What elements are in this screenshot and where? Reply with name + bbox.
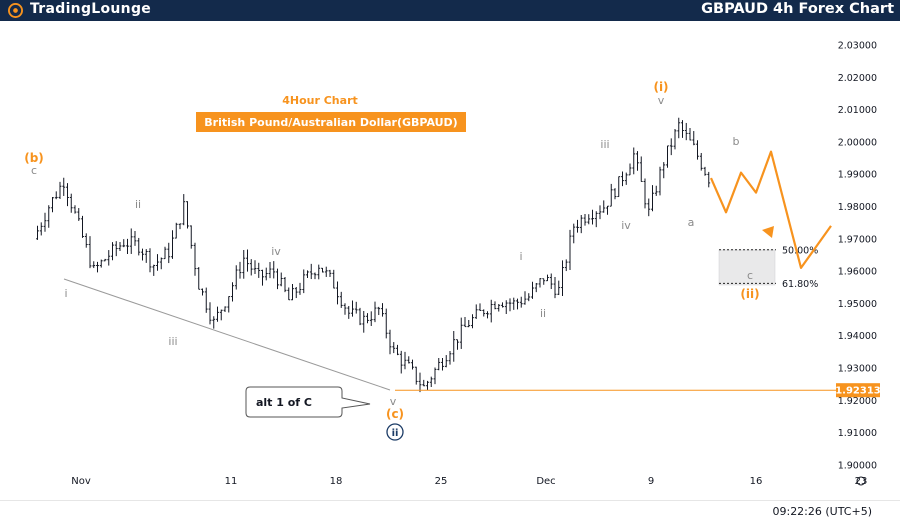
x-axis: Nov 11 18 25 Dec 9 16 23: [71, 476, 867, 487]
wave-label: ii: [135, 198, 141, 211]
callout-box: alt 1 of C: [245, 386, 371, 418]
y-tick-label: 1.96000: [838, 267, 877, 278]
projection-arrow-head: [762, 226, 774, 238]
x-tick-label: 9: [648, 476, 654, 487]
wave-label: iv: [621, 219, 631, 232]
trend-line: [63, 278, 391, 391]
clock-readout: 09:22:26 (UTC+5): [772, 505, 872, 518]
tradinglounge-logo-icon: [8, 3, 23, 18]
x-tick-label: 16: [750, 476, 763, 487]
price-line-label: 1.92313: [835, 386, 881, 397]
y-tick-label: 1.91000: [838, 428, 877, 439]
chart-ticker-title: GBPAUD 4h Forex Chart: [701, 1, 894, 17]
chart-title: 4Hour Chart: [282, 94, 358, 107]
wave-label: (c): [386, 407, 404, 421]
brand-name: TradingLounge: [30, 1, 152, 17]
x-tick-label: 18: [330, 476, 343, 487]
wave-label: c: [747, 269, 753, 282]
bottom-bar: 09:22:26 (UTC+5): [0, 500, 900, 523]
y-tick-label: 2.01000: [838, 105, 877, 116]
header-bar: TradingLounge GBPAUD 4h Forex Chart: [0, 0, 900, 21]
y-tick-label: 2.00000: [838, 137, 877, 148]
callout-text: alt 1 of C: [256, 396, 312, 409]
x-tick-label: Nov: [71, 476, 91, 487]
y-tick-label: 1.98000: [838, 202, 877, 213]
wave-label: v: [390, 395, 397, 408]
wave-label: c: [31, 164, 37, 177]
wave-label: iii: [600, 138, 609, 151]
chart-subtitle-bg: [196, 112, 466, 132]
x-tick-label: Dec: [536, 476, 555, 487]
wave-label: (ii): [740, 287, 759, 301]
x-tick-label: 23: [855, 476, 868, 487]
y-tick-label: 1.95000: [838, 299, 877, 310]
fib-50-label: 50.00%: [782, 245, 818, 256]
wave-label: (i): [653, 80, 668, 94]
x-tick-label: 25: [435, 476, 448, 487]
projection-path: [709, 150, 832, 269]
x-tick-label: 11: [225, 476, 238, 487]
wave-label: b: [733, 135, 740, 148]
y-tick-label: 1.99000: [838, 170, 877, 181]
price-line-badge: [836, 383, 880, 398]
wave-label: ii: [392, 428, 399, 439]
wave-label: ii: [540, 307, 546, 320]
y-tick-label: 2.03000: [838, 41, 877, 52]
chart-subtitle: British Pound/Australian Dollar(GBPAUD): [204, 116, 457, 129]
wave-label: iii: [168, 335, 177, 348]
fib-618-label: 61.80%: [782, 279, 818, 290]
y-tick-label: 1.93000: [838, 364, 877, 375]
wave-ii-circle: [386, 423, 404, 441]
axis-settings-icon[interactable]: [856, 476, 866, 486]
y-tick-label: 1.94000: [838, 331, 877, 342]
y-axis: 2.03000 2.02000 2.01000 2.00000 1.99000 1.980…: [838, 41, 877, 472]
wave-label: a: [688, 216, 695, 229]
fib-zone: [718, 249, 776, 286]
wave-label: v: [658, 94, 665, 107]
wave-label: i: [64, 287, 67, 300]
candlestick-series: [36, 117, 711, 393]
y-tick-label: 2.02000: [838, 73, 877, 84]
y-tick-label: 1.90000: [838, 460, 877, 471]
y-tick-label: 1.97000: [838, 234, 877, 245]
wave-label: (b): [24, 151, 44, 165]
wave-label: iv: [271, 245, 281, 258]
y-tick-label: 1.92000: [838, 396, 877, 407]
wave-label: i: [519, 250, 522, 263]
